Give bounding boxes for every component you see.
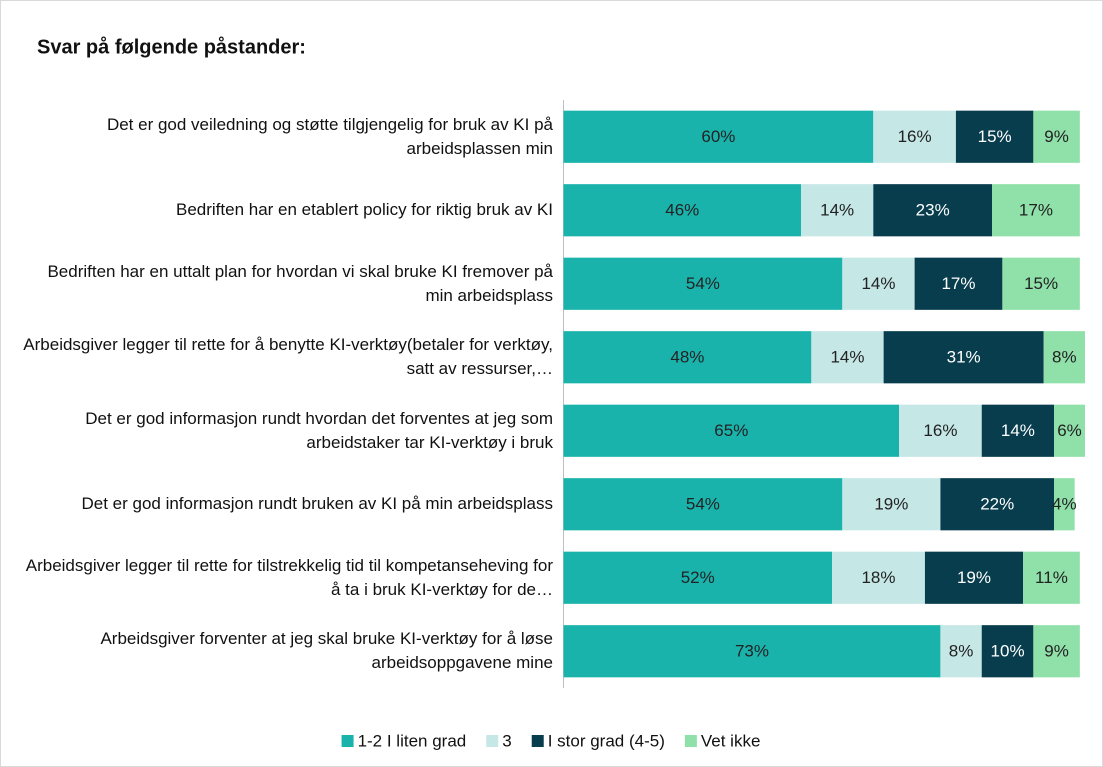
category-label: Det er god informasjon rundt bruken av K…: [81, 494, 553, 514]
data-label: 22%: [980, 495, 1014, 514]
data-label: 9%: [1044, 127, 1069, 146]
data-label: 6%: [1057, 421, 1082, 440]
legend-swatch: [531, 735, 544, 747]
bar-segment: [563, 551, 832, 604]
bar-segment: [563, 257, 843, 310]
data-label: 19%: [957, 568, 991, 587]
category-label: Arbeidsgiver legger til rette for tilstr…: [25, 555, 553, 599]
data-label: 16%: [923, 421, 957, 440]
data-label: 4%: [1052, 495, 1077, 514]
bar-segment: [940, 625, 982, 678]
bar-segment: [811, 331, 884, 384]
bar-segment: [992, 184, 1080, 237]
chart-title: Svar på følgende påstander:: [37, 35, 306, 58]
legend-label: Vet ikke: [701, 731, 761, 750]
bar-segment: [1033, 110, 1080, 163]
category-label: Arbeidsgiver forventer at jeg skal bruke…: [100, 629, 553, 673]
bar-segment: [801, 184, 874, 237]
bar-segment: [940, 478, 1055, 531]
data-label: 19%: [874, 495, 908, 514]
legend-swatch: [341, 735, 354, 747]
bar-segment: [873, 184, 993, 237]
data-label: 14%: [861, 274, 895, 293]
bar-segment: [842, 257, 915, 310]
bar-segment: [873, 110, 956, 163]
legend-swatch: [684, 735, 697, 747]
data-label: 17%: [1019, 201, 1053, 220]
bar-segment: [831, 551, 925, 604]
data-label: 54%: [686, 274, 720, 293]
bar-segment: [899, 404, 982, 457]
bar-segment: [563, 184, 802, 237]
bar-segment: [1043, 331, 1085, 384]
data-label: 60%: [701, 127, 735, 146]
data-label: 14%: [820, 201, 854, 220]
data-label: 48%: [670, 348, 704, 367]
bar-segment: [924, 551, 1024, 604]
bar-segment: [981, 625, 1034, 678]
data-label: 23%: [916, 201, 950, 220]
data-label: 11%: [1035, 568, 1068, 587]
category-label: Det er god veiledning og støtte tilgjeng…: [106, 114, 553, 158]
bar-segment: [883, 331, 1044, 384]
data-label: 8%: [1052, 348, 1077, 367]
bar-segment: [563, 625, 941, 678]
category-label: Bedriften har en etablert policy for rik…: [175, 200, 553, 220]
data-label: 10%: [991, 642, 1025, 661]
bar-segment: [563, 478, 843, 531]
data-label: 54%: [686, 495, 720, 514]
bar-segment: [914, 257, 1003, 310]
data-label: 65%: [714, 421, 748, 440]
bar-segment: [563, 110, 874, 163]
category-label: Det er god informasjon rundt hvordan det…: [85, 408, 553, 452]
category-label: Arbeidsgiver legger til rette for å beny…: [23, 335, 553, 379]
bar-segment: [1054, 478, 1075, 531]
data-label: 17%: [941, 274, 975, 293]
data-label: 9%: [1044, 642, 1069, 661]
bar-segment: [981, 404, 1055, 457]
legend-swatch: [486, 735, 499, 747]
legend-label: 3: [502, 731, 511, 750]
data-label: 8%: [949, 642, 974, 661]
bar-segment: [1002, 257, 1080, 310]
category-label: Bedriften har en uttalt plan for hvordan…: [47, 261, 553, 305]
data-label: 18%: [861, 568, 895, 587]
data-label: 16%: [898, 127, 932, 146]
data-label: 73%: [735, 642, 769, 661]
data-label: 52%: [681, 568, 715, 587]
data-label: 46%: [665, 201, 699, 220]
bar-segment: [1023, 551, 1080, 604]
bar-segment: [563, 331, 812, 384]
data-label: 14%: [830, 348, 864, 367]
legend-label: 1-2 I liten grad: [358, 731, 467, 750]
data-label: 14%: [1001, 421, 1035, 440]
data-label: 15%: [978, 127, 1012, 146]
data-label: 31%: [947, 348, 981, 367]
bar-segment: [1033, 625, 1080, 678]
bar-segment: [563, 404, 900, 457]
bar-segment: [955, 110, 1034, 163]
bar-segment: [1054, 404, 1085, 457]
bar-segment: [842, 478, 941, 531]
data-label: 15%: [1024, 274, 1058, 293]
legend-label: I stor grad (4-5): [548, 731, 665, 750]
